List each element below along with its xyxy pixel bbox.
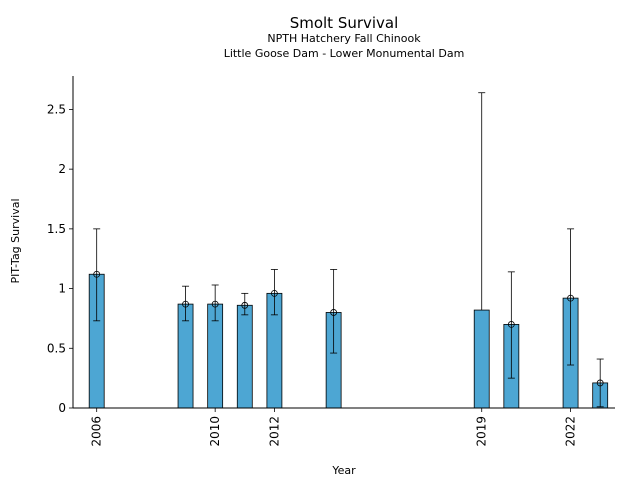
chart-subtitle-line-2: Little Goose Dam - Lower Monumental Dam	[224, 47, 465, 60]
x-axis-ticks: 2006 2010 2012 2019 2022	[90, 408, 578, 447]
y-tick-label: 2	[58, 162, 66, 176]
markers-layer	[93, 270, 604, 387]
x-axis-label: Year	[331, 464, 356, 477]
point-marker-2009	[182, 300, 189, 308]
x-tick-label: 2012	[267, 416, 281, 447]
x-tick-label: 2019	[475, 416, 489, 447]
y-tick-label: 0.5	[47, 341, 66, 355]
y-tick-label: 2.5	[47, 102, 66, 116]
y-axis-label: PIT-Tag Survival	[9, 198, 22, 283]
y-tick-label: 0	[58, 401, 66, 415]
point-marker-2023	[596, 379, 604, 387]
y-tick-label: 1.5	[47, 222, 66, 236]
point-marker-2010	[211, 300, 219, 308]
x-tick-label: 2006	[90, 416, 104, 447]
point-marker-2006	[93, 270, 101, 278]
point-marker-2020	[507, 321, 515, 328]
point-marker-2012	[270, 289, 278, 297]
x-tick-label: 2022	[564, 416, 578, 447]
y-tick-label: 1	[58, 282, 66, 296]
chart-title: Smolt Survival	[290, 14, 399, 32]
errorbars-layer	[93, 92, 604, 408]
y-axis-ticks: 0 0.5 1 1.5 2 2.5	[47, 102, 73, 415]
plot-area	[88, 92, 609, 409]
point-marker-2022	[567, 294, 574, 302]
bar-2011	[236, 304, 253, 409]
x-tick-label: 2010	[208, 416, 222, 447]
point-marker-2011	[241, 301, 249, 309]
bar-2019	[473, 309, 490, 409]
bars-layer	[88, 273, 609, 409]
point-marker-2014	[330, 309, 338, 316]
chart-subtitle-line-1: NPTH Hatchery Fall Chinook	[267, 32, 421, 45]
